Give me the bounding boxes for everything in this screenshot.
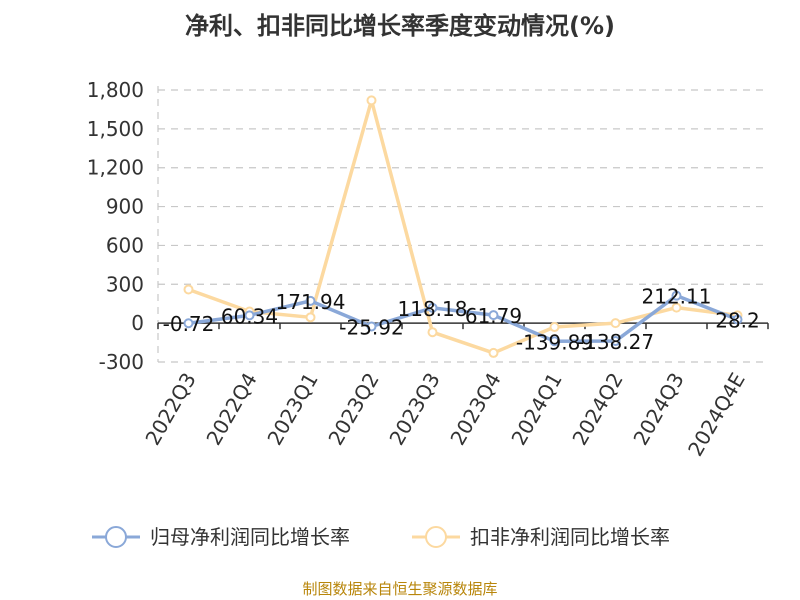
series-line-0 [188, 293, 739, 344]
data-point[interactable] [244, 310, 255, 321]
data-point[interactable] [488, 347, 499, 358]
y-tick-label: 1,200 [87, 156, 144, 180]
data-point[interactable] [610, 336, 621, 347]
data-point[interactable] [732, 314, 743, 325]
data-label: -0.72 [163, 312, 215, 336]
series-lines [183, 95, 743, 358]
data-labels: -0.72 60.34171.94-25.92118.1861.79-139.89… [163, 285, 760, 355]
legend-marker-deducted-profit [425, 526, 447, 548]
data-point[interactable] [305, 312, 316, 323]
data-label: 28.2 [715, 308, 760, 332]
data-point[interactable] [427, 327, 438, 338]
x-tick-label: 2023Q1 [262, 369, 322, 450]
y-tick-label: 600 [106, 233, 144, 257]
legend-item-deducted-profit[interactable]: 扣非净利润同比增长率 [412, 525, 670, 549]
y-tick-label: 0 [131, 311, 144, 335]
x-tick-label: 2022Q4 [201, 369, 261, 450]
data-label: 118.18 [398, 297, 468, 321]
data-label: -25.92 [339, 316, 403, 340]
data-point[interactable] [183, 318, 194, 329]
data-point[interactable] [610, 318, 621, 329]
data-point[interactable] [366, 321, 377, 332]
y-tick-label: -300 [99, 350, 144, 374]
data-point[interactable] [549, 336, 560, 347]
data-label: 171.94 [276, 290, 346, 314]
data-point[interactable] [183, 284, 194, 295]
y-tick-label: 900 [106, 195, 144, 219]
x-tick-label: 2023Q4 [445, 369, 505, 450]
data-point[interactable] [488, 310, 499, 321]
data-label: 212.11 [642, 285, 712, 309]
data-point[interactable] [549, 322, 560, 333]
x-tick-label: 2024Q2 [567, 369, 627, 450]
legend-item-net-profit[interactable]: 归母净利润同比增长率 [92, 525, 350, 549]
data-label: -138.27 [577, 330, 654, 354]
data-point[interactable] [305, 295, 316, 306]
data-label: -139.89 [516, 330, 593, 354]
data-point[interactable] [427, 302, 438, 313]
x-tick-label: 2023Q3 [384, 369, 444, 450]
x-tick-label: 2024Q1 [506, 369, 566, 450]
x-tick-label: 2023Q2 [323, 369, 383, 450]
legend-marker-net-profit [105, 526, 127, 548]
source-note: 制图数据来自恒生聚源数据库 [302, 580, 497, 598]
y-tick-label: 300 [106, 272, 144, 296]
data-label: 61.79 [465, 304, 522, 328]
data-point[interactable] [671, 290, 682, 301]
x-tick-label: 2022Q3 [140, 369, 200, 450]
legend-label-deducted-profit: 扣非净利润同比增长率 [470, 525, 670, 549]
y-tick-label: 1,500 [87, 117, 144, 141]
y-tick-label: 1,800 [87, 78, 144, 102]
x-tick-label: 2024Q4E [683, 369, 750, 461]
data-point[interactable] [671, 302, 682, 313]
legend: 归母净利润同比增长率 扣非净利润同比增长率 [92, 525, 670, 549]
chart-title: 净利、扣非同比增长率季度变动情况(%) [185, 12, 615, 40]
legend-label-net-profit: 归母净利润同比增长率 [150, 525, 350, 549]
axes: -300 0 300 600 900 1,200 1,500 1,800 2022Q3 2022Q… [87, 78, 769, 461]
x-tick-label: 2024Q3 [628, 369, 688, 450]
data-point[interactable] [366, 95, 377, 106]
series-line-1 [187, 98, 738, 355]
data-label: 60.34 [221, 304, 278, 328]
grid-lines [158, 89, 768, 363]
